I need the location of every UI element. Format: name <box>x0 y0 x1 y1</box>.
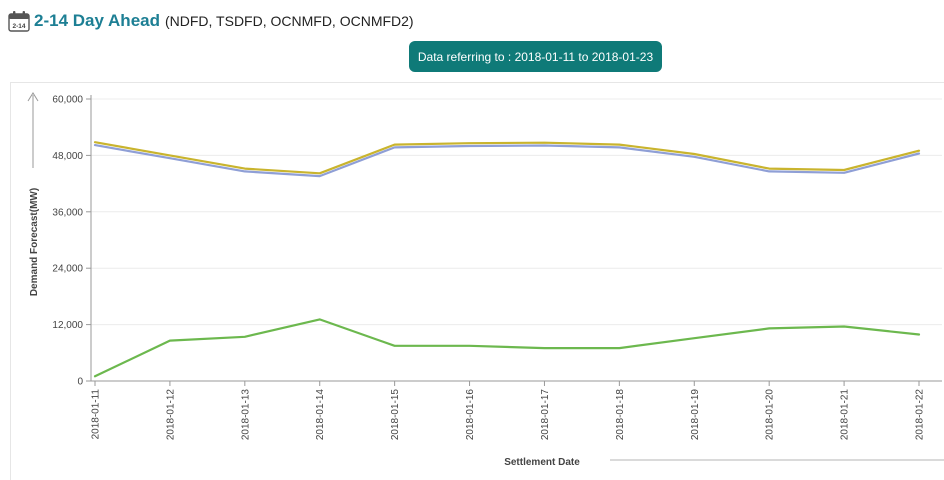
x-tick-label: 2018-01-16 <box>465 389 476 441</box>
series-line-1[interactable] <box>93 141 921 175</box>
chart-panel <box>10 82 944 480</box>
y-tick-label: 60,000 <box>52 95 83 106</box>
page-title: 2-14 Day Ahead <box>34 11 160 30</box>
x-tick-label: 2018-01-14 <box>315 389 326 441</box>
x-axis-title: Settlement Date <box>504 457 580 468</box>
x-tick-label: 2018-01-19 <box>690 389 701 441</box>
x-tick-label: 2018-01-22 <box>915 389 926 441</box>
x-tick-label: 2018-01-11 <box>91 389 102 440</box>
y-tick-label: 12,000 <box>52 320 83 331</box>
x-tick-label: 2018-01-17 <box>540 389 551 441</box>
y-tick-label: 0 <box>77 377 83 388</box>
axes <box>27 92 944 461</box>
x-tick-label: 2018-01-15 <box>390 389 401 441</box>
calendar-icon-label: 2-14 <box>12 23 25 30</box>
x-tick-label: 2018-01-13 <box>240 389 251 441</box>
date-range-badge: Data referring to : 2018-01-11 to 2018-0… <box>409 41 662 72</box>
y-tick-labels: 0 12,000 24,000 36,000 48,000 60,000 <box>52 95 83 388</box>
y-tick-label: 36,000 <box>52 207 83 218</box>
page-subtitle: (NDFD, TSDFD, OCNMFD, OCNMFD2) <box>164 13 414 29</box>
calendar-icon: 2-14 <box>8 11 30 32</box>
y-axis-title: Demand Forecast(MW) <box>29 188 40 296</box>
y-tick-label: 48,000 <box>52 151 83 162</box>
x-tick-label: 2018-01-18 <box>615 389 626 441</box>
series-line-2[interactable] <box>93 144 921 178</box>
y-tick-label: 24,000 <box>52 264 83 275</box>
grid-lines <box>91 98 942 326</box>
x-tick-label: 2018-01-20 <box>765 389 776 441</box>
y-axis-arrowhead <box>27 92 39 102</box>
page-header: 2-14 2-14 Day Ahead (NDFD, TSDFD, OCNMFD… <box>8 8 414 34</box>
series-lines <box>93 141 921 378</box>
x-tick-label: 2018-01-12 <box>165 389 176 441</box>
x-tick-labels: 2018-01-11 2018-01-12 2018-01-13 2018-01-14… <box>91 389 926 441</box>
x-tick-label: 2018-01-21 <box>840 389 851 441</box>
series-line-3[interactable] <box>93 318 921 378</box>
